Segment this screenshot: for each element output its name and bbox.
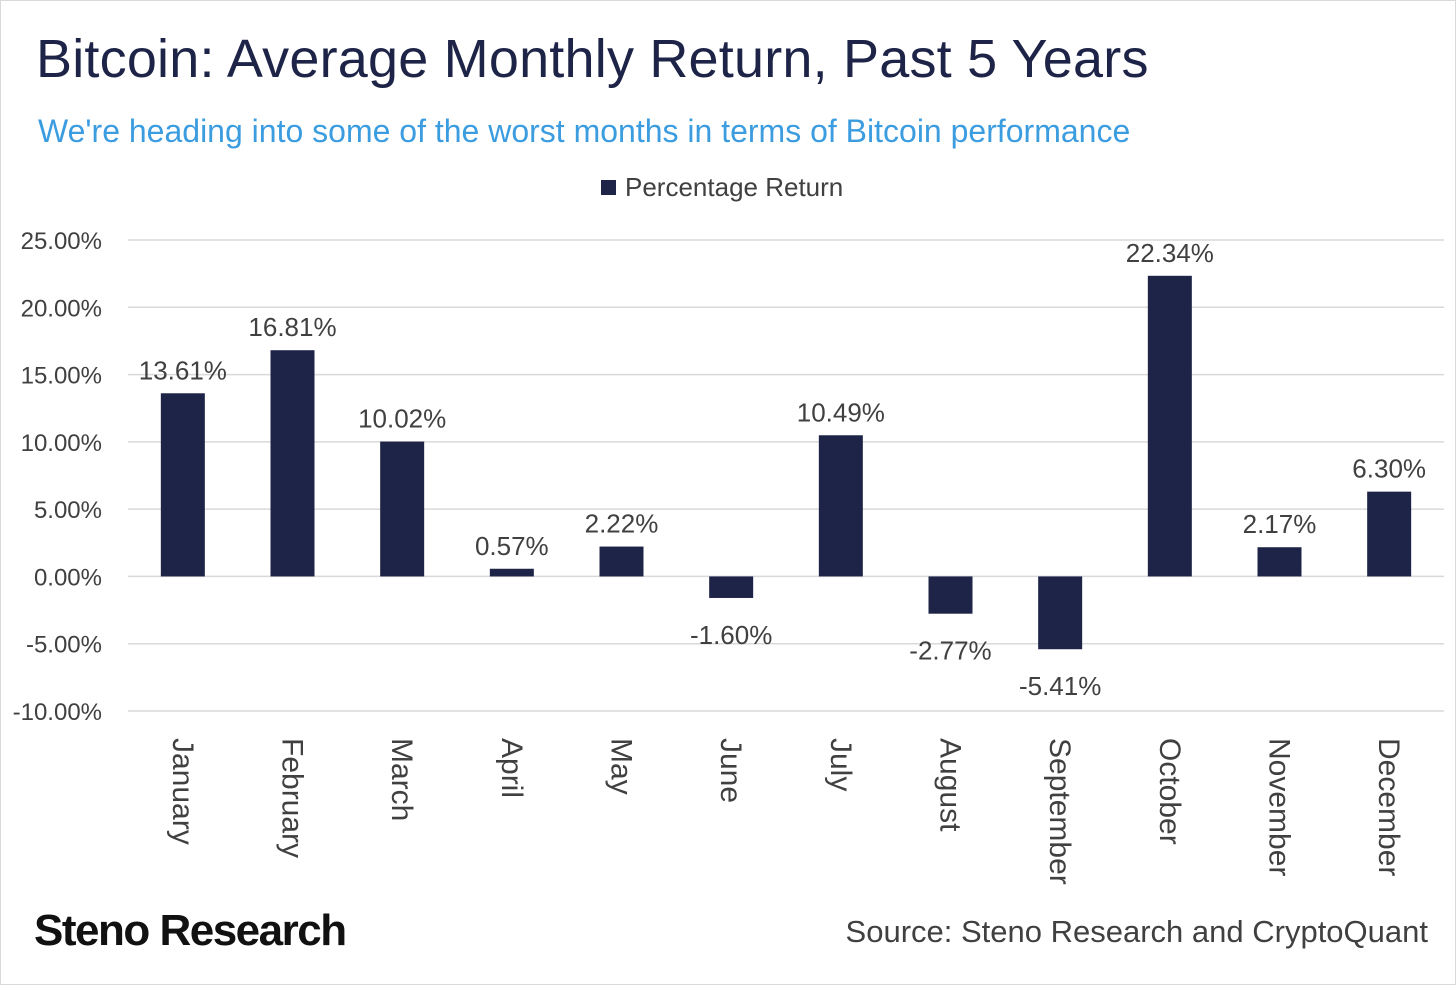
legend-label: Percentage Return [625, 172, 844, 202]
data-label: 22.34% [1126, 238, 1214, 268]
y-tick-label: 0.00% [34, 564, 102, 591]
x-category-label: December [1372, 738, 1405, 876]
bar [380, 441, 425, 577]
x-category-label: September [1043, 738, 1076, 885]
x-category-label: July [824, 738, 857, 791]
data-label: -5.41% [1019, 671, 1101, 701]
legend: Percentage Return [601, 172, 843, 203]
legend-swatch [601, 180, 616, 195]
y-tick-label: -10.00% [13, 699, 102, 726]
x-category-label: February [276, 738, 309, 858]
x-category-label: May [605, 738, 638, 795]
bar [1257, 547, 1302, 577]
x-category-label: June [714, 738, 747, 803]
source-note: Source: Steno Research and CryptoQuant [845, 914, 1428, 949]
chart-title: Bitcoin: Average Monthly Return, Past 5 … [36, 29, 1149, 89]
bar [709, 576, 754, 598]
data-label: 13.61% [139, 355, 227, 385]
bar [818, 435, 863, 577]
data-label: -1.60% [690, 620, 772, 650]
bar [489, 568, 534, 577]
data-label: 6.30% [1352, 454, 1426, 484]
x-category-label: October [1153, 738, 1186, 845]
data-label: 10.49% [797, 397, 885, 427]
y-tick-label: 20.00% [21, 295, 102, 322]
y-tick-label: -5.00% [26, 632, 102, 659]
data-label: 0.57% [475, 531, 549, 561]
x-category-label: January [166, 738, 199, 845]
data-label: 16.81% [248, 312, 336, 342]
bar [1038, 576, 1083, 650]
x-category-label: March [385, 738, 418, 821]
brand-logo: Steno Research [34, 906, 347, 955]
y-tick-label: 15.00% [21, 363, 102, 390]
y-tick-label: 10.00% [21, 430, 102, 457]
data-label: 2.17% [1243, 509, 1317, 539]
x-category-label: November [1263, 738, 1296, 876]
bar [1367, 491, 1412, 577]
bar [599, 546, 644, 577]
bar [1147, 275, 1192, 577]
x-category-label: August [934, 738, 967, 832]
data-label: 2.22% [585, 509, 659, 539]
y-tick-label: 5.00% [34, 497, 102, 524]
bar [928, 576, 973, 614]
chart-subtitle: We're heading into some of the worst mon… [38, 113, 1131, 149]
bar [270, 350, 315, 577]
data-label: -2.77% [909, 636, 991, 666]
data-label: 10.02% [358, 404, 446, 434]
x-category-label: April [495, 738, 528, 798]
y-tick-label: 25.00% [21, 228, 102, 255]
bar [160, 393, 205, 577]
